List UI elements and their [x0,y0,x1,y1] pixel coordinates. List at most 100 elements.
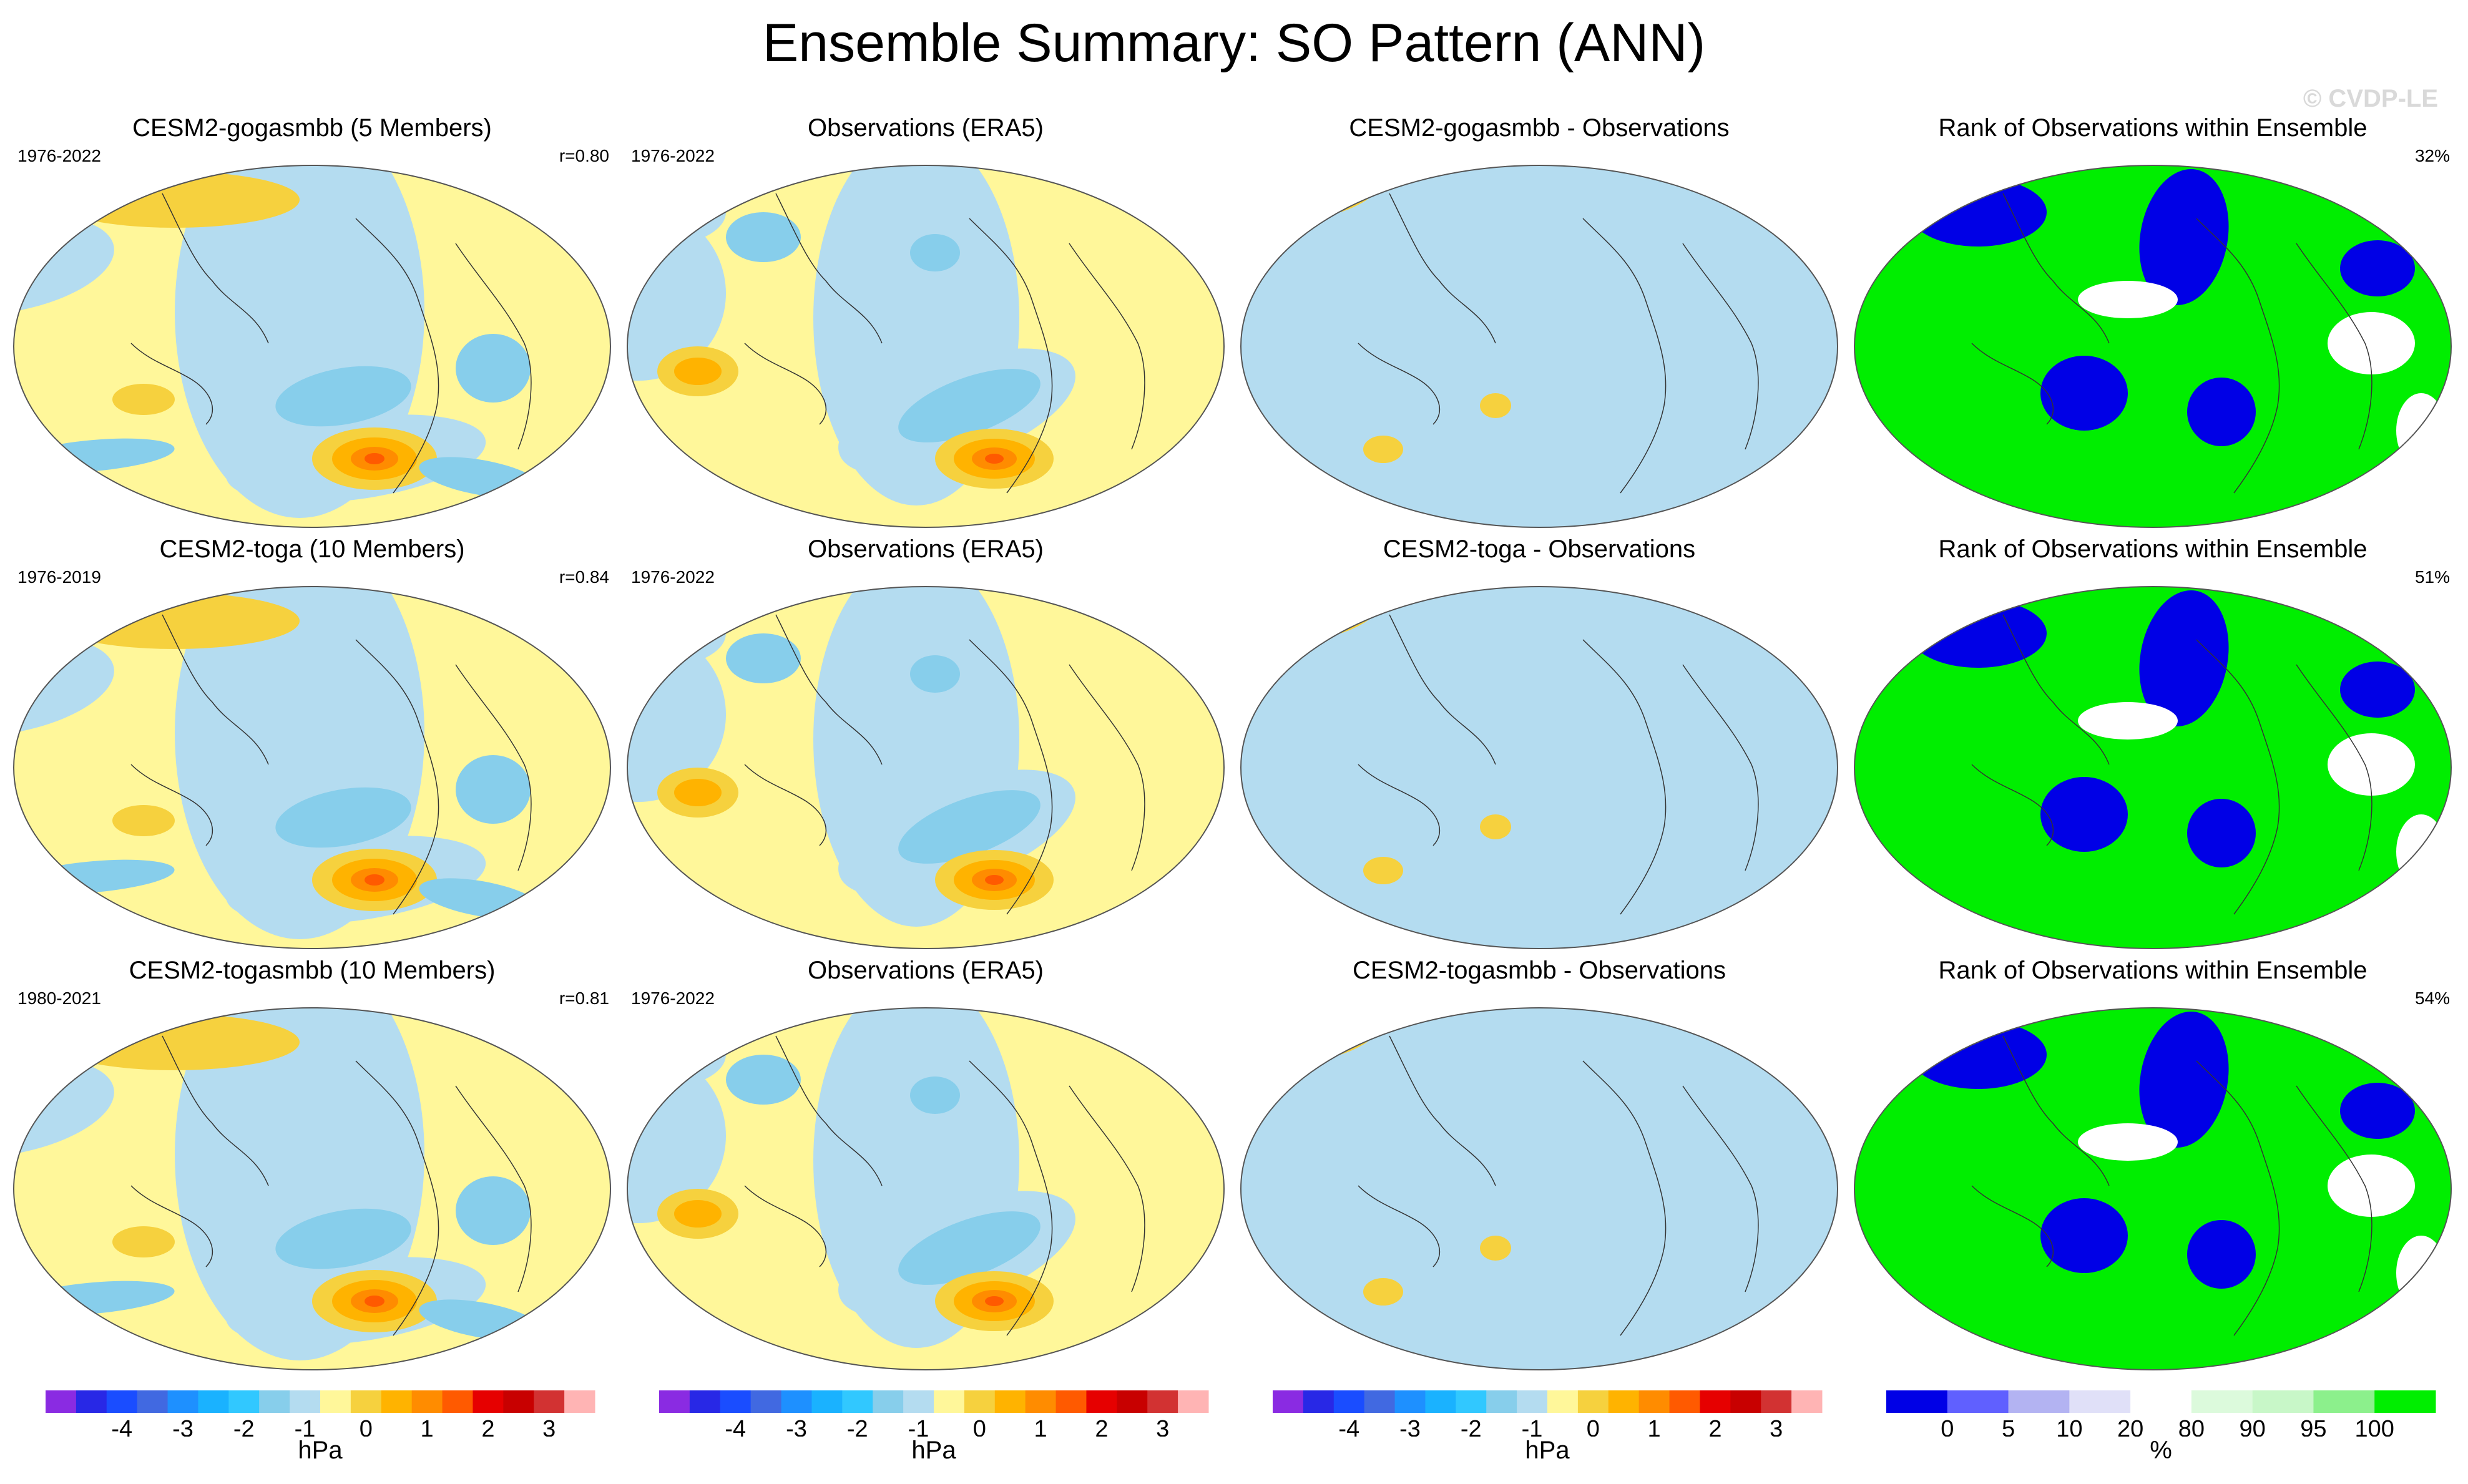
pressure-anomaly-region [674,1200,722,1228]
colorbar-swatch [1886,1390,1948,1413]
colorbar-tick-label: -2 [847,1416,868,1437]
colorbar-swatch [1761,1390,1792,1413]
panel-title: CESM2-toga - Observations [1383,535,1696,563]
panel-obs-3: Observations (ERA5) 1976-2022 [620,955,1232,1379]
colorbar-swatch [1791,1390,1823,1413]
coastline [1682,664,1759,871]
colorbar-swatch [76,1390,107,1413]
colorbar-swatch [1730,1390,1761,1413]
map-outline [627,1007,1225,1370]
colorbar-swatch [1425,1390,1456,1413]
rank-region [2040,1198,2128,1273]
pressure-anomaly-region [456,755,531,824]
rank-region [2396,393,2446,468]
coastline [1069,1085,1145,1292]
map-outline [1854,165,2452,528]
coastline [2002,193,2110,344]
panel-title: Observations (ERA5) [808,535,1044,563]
map-plot [13,1007,611,1370]
coastline [1682,1085,1759,1292]
pressure-anomaly-region [365,874,384,886]
coastline [744,343,826,425]
colorbar-graphic: -4-3-2-101234 [659,1390,1209,1437]
coastline [969,1060,1053,1336]
map-fill [1854,1008,2451,1370]
rank-region [1909,178,2047,247]
difference-region [1480,814,1511,839]
panel-rank-3: Rank of Observations within Ensemble 54% [1847,955,2459,1379]
coastline [1582,1060,1667,1336]
rank-region [2040,777,2128,852]
rank-region [2078,281,2178,318]
colorbar-swatch [1394,1390,1426,1413]
colorbar-swatch [228,1390,260,1413]
colorbar-tick-label: 95 [2300,1416,2326,1437]
map-plot [1854,1007,2452,1370]
pressure-anomaly-region [112,384,175,415]
colorbar-swatch [1669,1390,1700,1413]
panel-correlation: r=0.80 [559,146,609,165]
pressure-anomaly-region [985,875,1004,885]
panel-obs-2: Observations (ERA5) 1976-2022 [620,534,1232,958]
coastline [130,343,213,425]
rank-region [2139,168,2229,306]
difference-region [1602,814,1838,914]
colorbar-tick-label: -4 [1338,1416,1359,1437]
map-fill [1241,587,1838,949]
map-outline [1240,1007,1838,1370]
pressure-anomaly-region [184,296,265,346]
difference-region [1627,200,1826,387]
pressure-anomaly-region [985,454,1004,464]
colorbar-tick-label: 2 [1708,1416,1721,1437]
colorbar-swatch [1273,1390,1304,1413]
difference-region [1627,621,1826,808]
colorbar-tick-label: 20 [2117,1416,2143,1437]
difference-region [1363,857,1403,884]
colorbar-graphic: 0 5 10 20 80 90 95 100 [1886,1390,2436,1437]
rank-region [2187,1220,2256,1289]
rank-region [2328,733,2415,796]
colorbar-swatch [1456,1390,1487,1413]
map-fill [14,587,610,949]
panel-period: 1976-2022 [631,146,715,165]
panel-period: 1976-2022 [631,989,715,1008]
coastline [2196,1060,2280,1336]
panel-percent: 32% [2414,146,2450,165]
colorbar-tick-label: 1 [421,1416,434,1437]
difference-region [1427,193,1577,318]
colorbar-swatch [1178,1390,1209,1413]
pressure-anomaly-region [184,718,265,768]
coastline [2002,614,2110,765]
panel-correlation: r=0.81 [559,989,609,1008]
colorbar-tick-label: -1 [908,1416,929,1437]
panel-obs-1: Observations (ERA5) 1976-2022 [620,112,1232,537]
panel-title: CESM2-gogasmbb - Observations [1349,114,1730,142]
map-fill [14,1008,610,1370]
colorbar-tick-label: 80 [2178,1416,2205,1437]
panel-diff-1: CESM2-gogasmbb - Observations [1233,112,1845,537]
colorbar-swatch [473,1390,504,1413]
map-plot [1240,586,1838,949]
panel-title: Rank of Observations within Ensemble [1938,114,2368,142]
colorbar-swatch [1517,1390,1548,1413]
colorbar-tick-label: -1 [295,1416,316,1437]
colorbar-tick-label: -1 [1522,1416,1543,1437]
coastline [1358,343,1440,425]
map-outline [13,586,611,949]
map-outline [1240,165,1838,528]
map-outline [13,165,611,528]
difference-region [1427,1036,1577,1161]
colorbar-swatch [1947,1390,2009,1413]
panel-model-1: CESM2-gogasmbb (5 Members) 1976-2022 r=0… [6,112,618,537]
colorbar-unit-label: hPa [1525,1437,1570,1464]
colorbar-tick-label: -4 [111,1416,132,1437]
rank-region [2078,702,2178,740]
coastline [130,1185,213,1267]
colorbar-swatch [167,1390,198,1413]
map-outline [1854,586,2452,949]
coastline [1389,1035,1496,1186]
panel-title: CESM2-toga (10 Members) [159,535,465,563]
colorbar-swatch [2252,1390,2314,1413]
colorbar-swatch [2374,1390,2436,1413]
colorbar-swatch [659,1390,690,1413]
